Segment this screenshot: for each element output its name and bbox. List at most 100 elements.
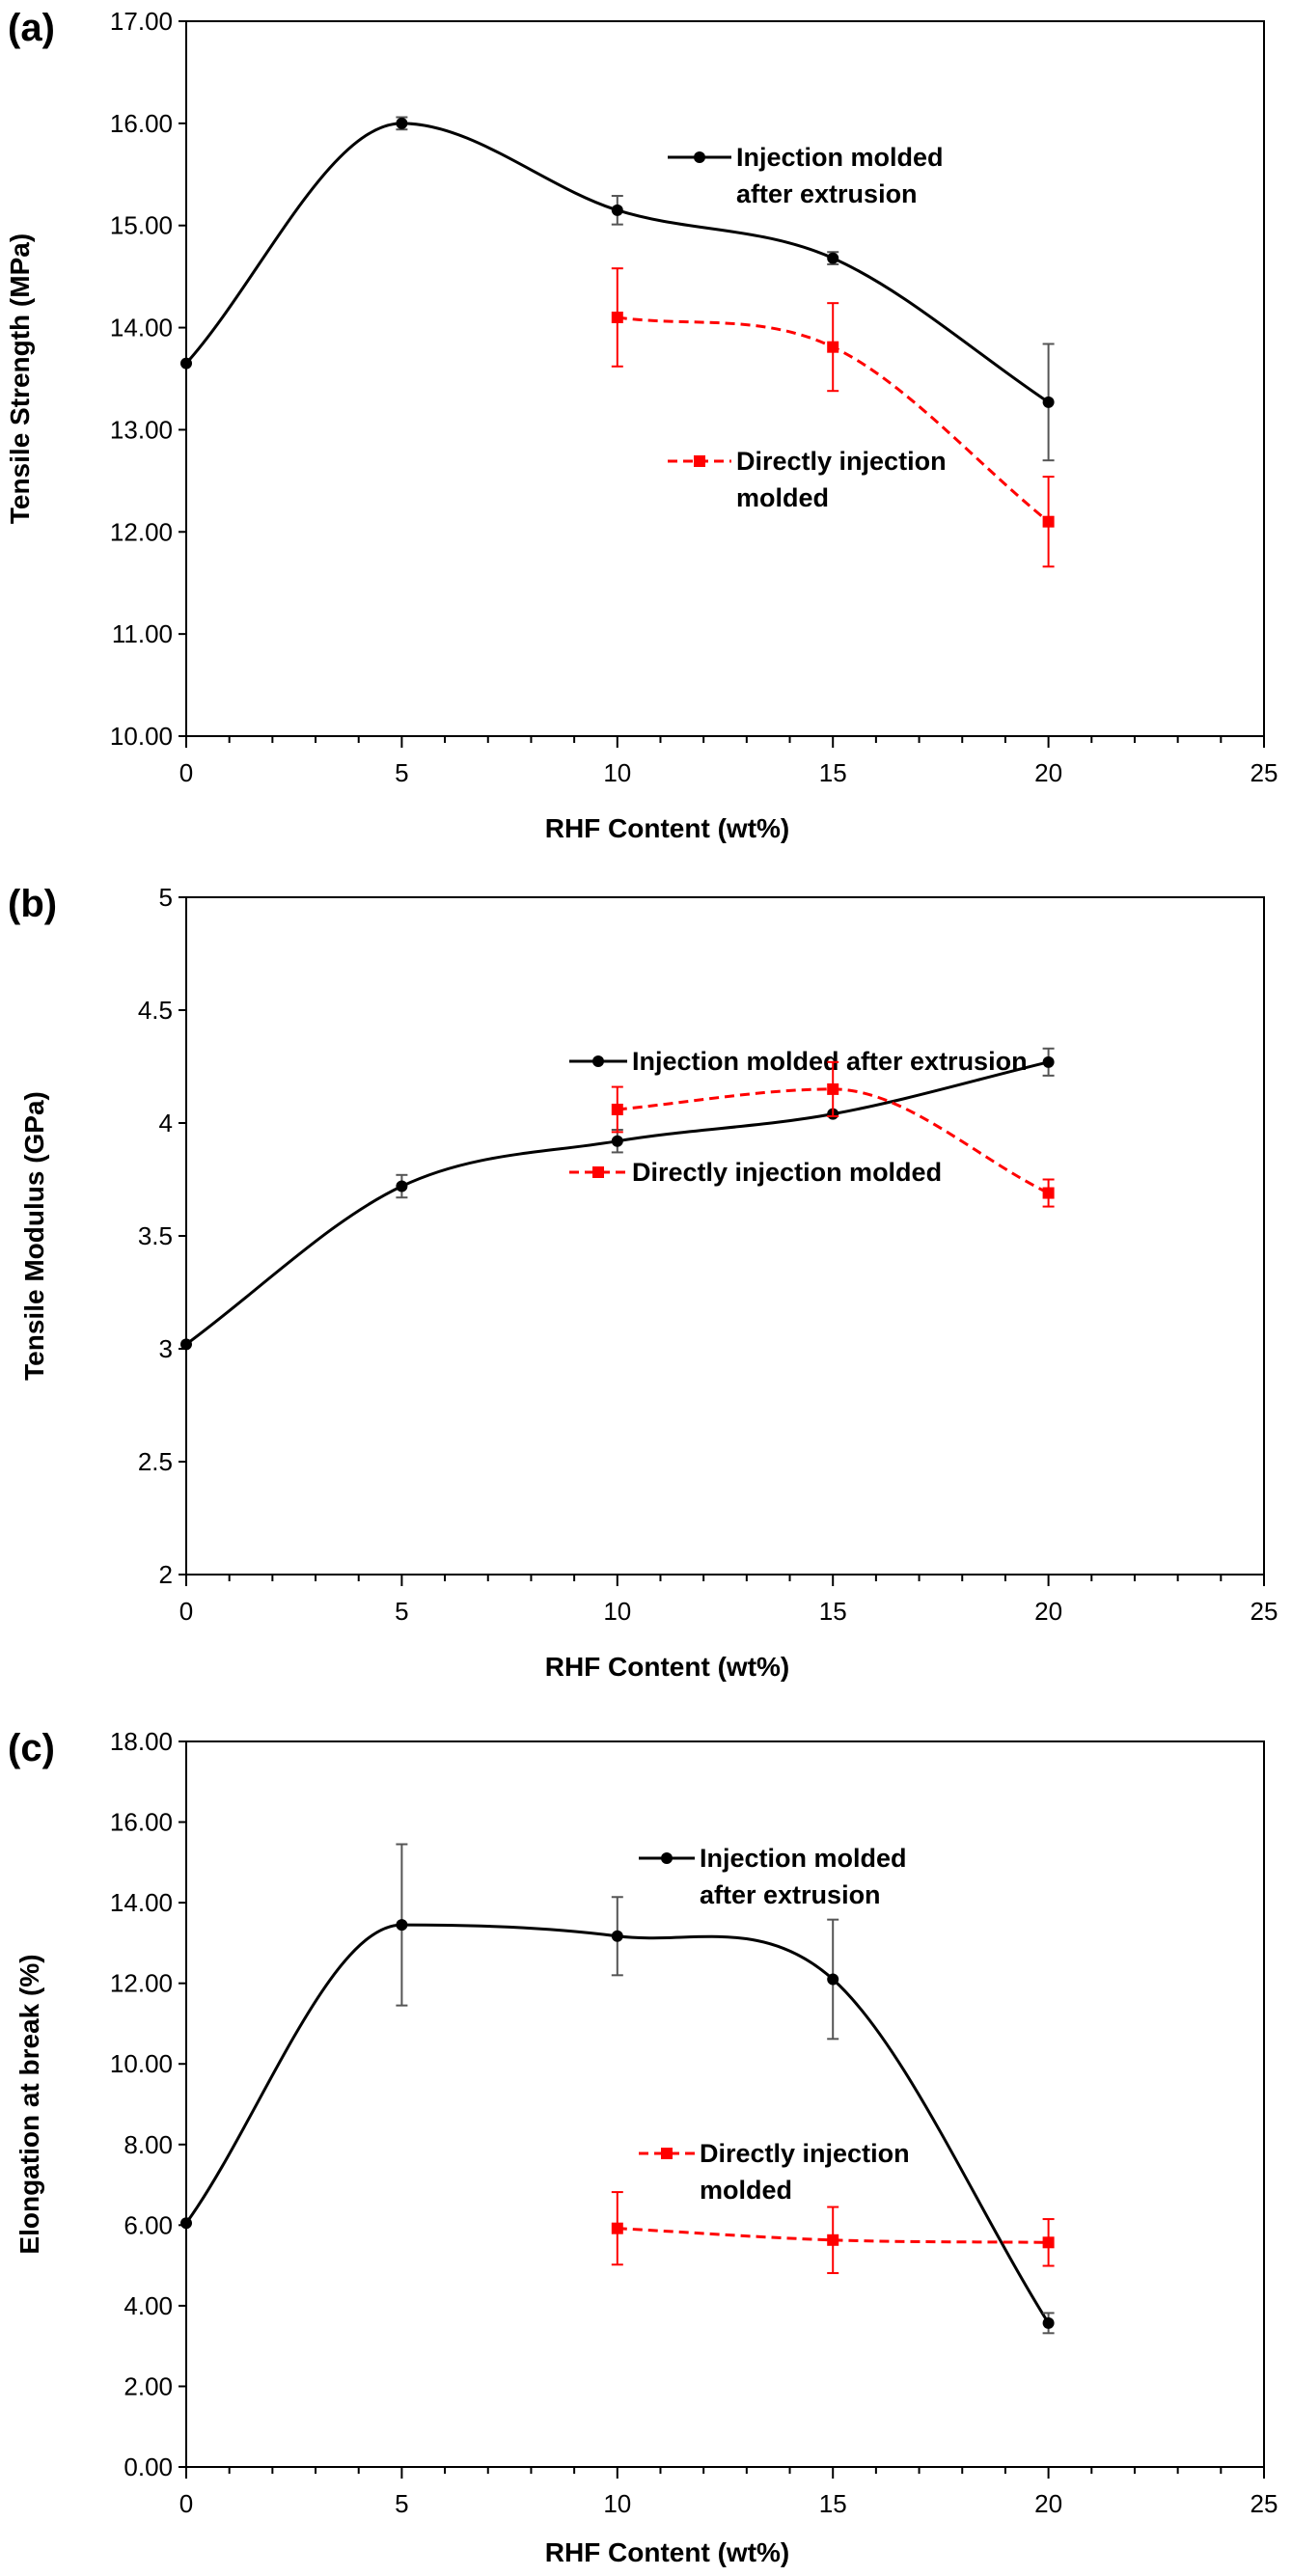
x-tick-label: 15 bbox=[819, 2489, 847, 2518]
legend-label: Directly injection bbox=[736, 447, 947, 476]
data-point bbox=[396, 1919, 408, 1932]
y-tick-label: 2.00 bbox=[124, 2371, 173, 2400]
chart-panel-2: (b) 2 2.5 3 3.5 4 4.5 5 0 5 10 15 20 25 RHF Content (w… bbox=[8, 883, 1278, 1682]
data-point bbox=[180, 2217, 192, 2230]
data-point bbox=[1042, 396, 1055, 408]
y-tick-label: 3 bbox=[159, 1334, 173, 1363]
data-point bbox=[1042, 2316, 1055, 2329]
x-tick-label: 20 bbox=[1034, 1597, 1062, 1626]
data-point bbox=[827, 252, 839, 264]
y-axis-title: Tensile Strength (MPa) bbox=[5, 233, 35, 524]
data-point bbox=[611, 2222, 623, 2234]
y-tick-label: 0.00 bbox=[124, 2453, 173, 2481]
y-tick-label: 2.5 bbox=[138, 1447, 173, 1476]
data-point bbox=[827, 1082, 839, 1095]
legend-marker bbox=[661, 2148, 673, 2159]
y-tick-label: 4.5 bbox=[138, 996, 173, 1025]
x-tick-label: 20 bbox=[1034, 2489, 1062, 2518]
legend-label: after extrusion bbox=[700, 1880, 881, 1909]
x-tick-label: 5 bbox=[395, 758, 408, 787]
y-tick-label: 16.00 bbox=[110, 1808, 173, 1837]
legend-label: Directly injection molded bbox=[632, 1158, 942, 1187]
y-tick-label: 3.5 bbox=[138, 1221, 173, 1250]
y-tick-label: 8.00 bbox=[124, 2130, 173, 2159]
x-tick-label: 25 bbox=[1251, 2489, 1278, 2518]
data-point bbox=[1042, 1055, 1055, 1068]
legend-label: Directly injection bbox=[700, 2139, 910, 2168]
series-2 bbox=[611, 2191, 1055, 2275]
y-tick-label: 10.00 bbox=[110, 2049, 173, 2078]
x-tick-label: 0 bbox=[179, 2489, 193, 2518]
series-2 bbox=[611, 1060, 1055, 1208]
legend-marker bbox=[694, 455, 705, 467]
y-tick-label: 2 bbox=[159, 1560, 173, 1589]
legend-label: Injection molded bbox=[736, 143, 944, 172]
y-tick-label: 5 bbox=[159, 883, 173, 912]
legend-marker bbox=[592, 1055, 604, 1067]
y-tick-label: 14.00 bbox=[110, 314, 173, 343]
y-axis-title: Elongation at break (%) bbox=[14, 1954, 44, 2254]
y-tick-label: 14.00 bbox=[110, 1888, 173, 1917]
data-point bbox=[180, 1338, 192, 1351]
legend-entry-2: Directly injection molded bbox=[639, 2139, 910, 2205]
x-axis-title: RHF Content (wt%) bbox=[545, 813, 790, 843]
y-axis-title: Tensile Modulus (GPa) bbox=[19, 1091, 49, 1381]
legend-marker bbox=[661, 1852, 673, 1864]
x-tick-label: 25 bbox=[1251, 758, 1278, 787]
chart-panel-1: (a) 10.00 11.00 12.00 13.00 14.00 15.00 16.00 17… bbox=[5, 7, 1278, 843]
x-tick-label: 10 bbox=[603, 758, 631, 787]
legend-label: molded bbox=[736, 483, 829, 512]
series-line bbox=[617, 2227, 1049, 2244]
chart-panel-3: (c) 0.00 2.00 4.00 6.00 8.00 10.00 12.00 14.00 16… bbox=[8, 1727, 1278, 2567]
data-point bbox=[396, 117, 408, 129]
data-point bbox=[611, 204, 623, 216]
x-tick-label: 5 bbox=[395, 2489, 408, 2518]
data-point bbox=[827, 2233, 839, 2246]
data-point bbox=[611, 1930, 623, 1942]
x-tick-label: 15 bbox=[819, 758, 847, 787]
panel-label: (c) bbox=[8, 1727, 55, 1769]
x-tick-label: 15 bbox=[819, 1597, 847, 1626]
y-tick-label: 18.00 bbox=[110, 1727, 173, 1756]
legend-label: molded bbox=[700, 2176, 792, 2205]
series-1 bbox=[180, 116, 1055, 462]
data-point bbox=[180, 357, 192, 370]
legend-marker bbox=[694, 151, 705, 163]
y-tick-label: 12.00 bbox=[110, 1969, 173, 1998]
x-tick-label: 25 bbox=[1251, 1597, 1278, 1626]
data-point bbox=[827, 1973, 839, 1986]
legend-entry-2: Directly injection molded bbox=[569, 1158, 942, 1187]
y-tick-label: 17.00 bbox=[110, 7, 173, 36]
data-point bbox=[611, 311, 623, 323]
panel-label: (a) bbox=[8, 7, 55, 49]
y-tick-label: 16.00 bbox=[110, 109, 173, 138]
x-tick-label: 10 bbox=[603, 1597, 631, 1626]
legend-entry-1: Injection molded after extrusion bbox=[668, 143, 944, 208]
data-point bbox=[1042, 515, 1055, 528]
data-point bbox=[611, 1103, 623, 1115]
data-point bbox=[396, 1180, 408, 1192]
y-tick-label: 4.00 bbox=[124, 2291, 173, 2320]
legend-label: after extrusion bbox=[736, 179, 918, 208]
x-tick-label: 0 bbox=[179, 1597, 193, 1626]
legend-entry-2: Directly injection molded bbox=[668, 447, 947, 512]
data-point bbox=[1042, 2236, 1055, 2249]
legend-entry-1: Injection molded after extrusion bbox=[569, 1047, 1028, 1076]
x-axis-title: RHF Content (wt%) bbox=[545, 1652, 790, 1682]
series-1 bbox=[180, 1843, 1055, 2335]
y-tick-label: 10.00 bbox=[110, 722, 173, 751]
plot-frame bbox=[185, 896, 1265, 1576]
x-axis-title: RHF Content (wt%) bbox=[545, 2537, 790, 2567]
panel-label: (b) bbox=[8, 883, 57, 925]
legend-label: Injection molded bbox=[700, 1844, 907, 1873]
legend-entry-1: Injection molded after extrusion bbox=[639, 1844, 907, 1909]
plot-frame bbox=[185, 1740, 1265, 2468]
data-point bbox=[827, 341, 839, 353]
series-line bbox=[184, 122, 1050, 404]
plot-frame bbox=[185, 20, 1265, 737]
legend-marker bbox=[592, 1166, 604, 1178]
y-tick-label: 4 bbox=[159, 1109, 173, 1137]
y-tick-label: 11.00 bbox=[112, 619, 173, 648]
x-tick-label: 20 bbox=[1034, 758, 1062, 787]
